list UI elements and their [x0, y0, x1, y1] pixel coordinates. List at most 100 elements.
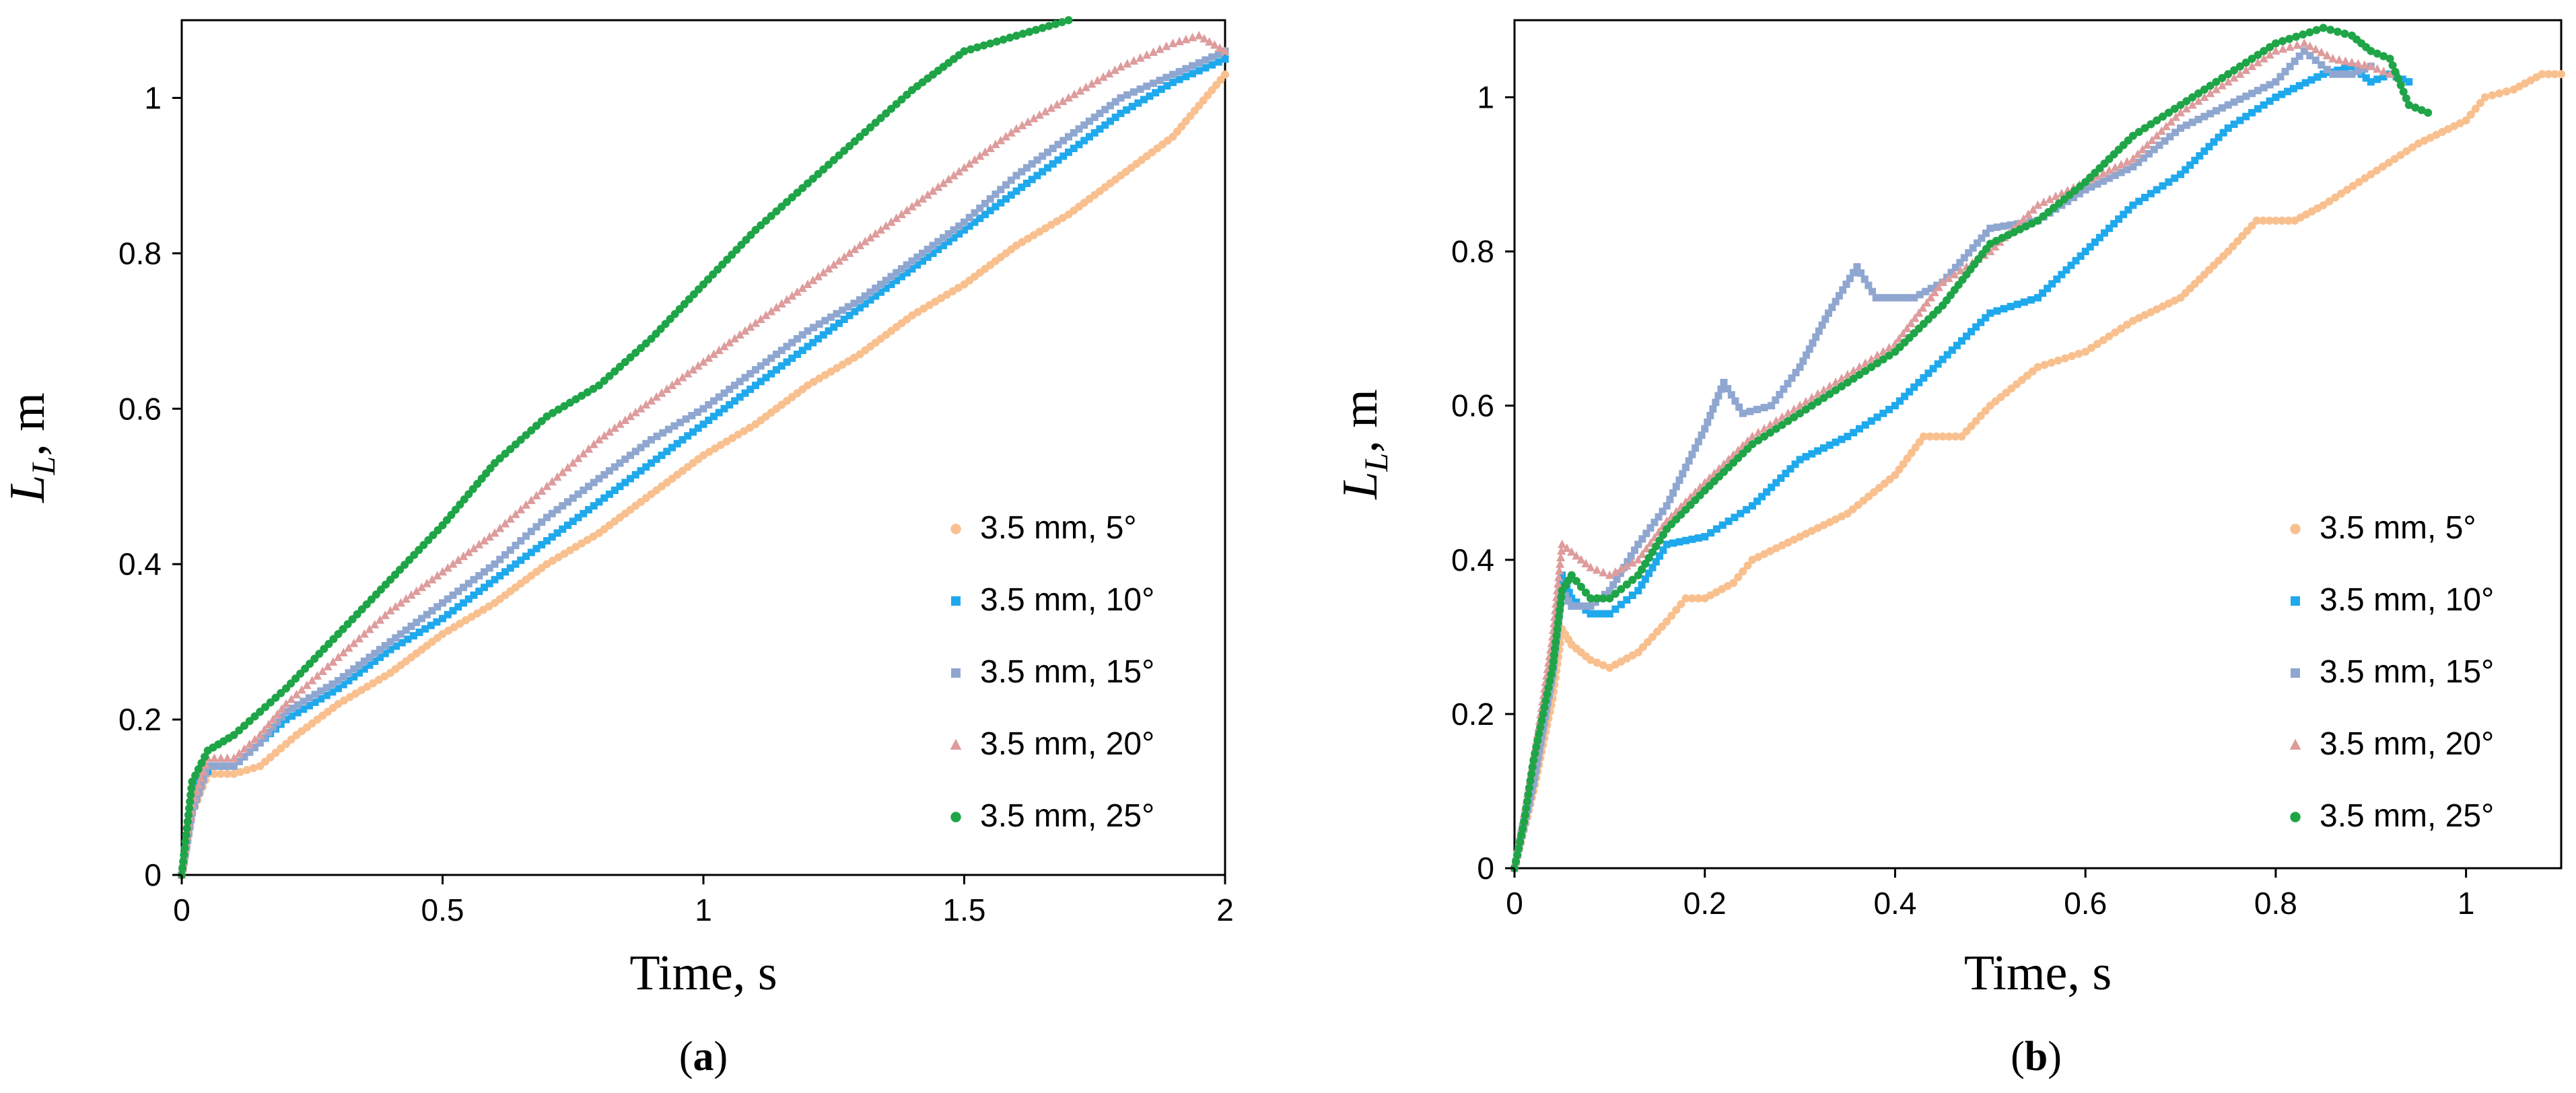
- data-point: [1582, 606, 1590, 614]
- data-point: [501, 551, 509, 559]
- data-point: [1081, 82, 1090, 92]
- data-point: [1202, 56, 1210, 64]
- data-point: [1701, 532, 1709, 540]
- data-point: [1656, 552, 1664, 560]
- data-point: [2538, 70, 2546, 79]
- data-point: [627, 474, 634, 483]
- data-point: [1096, 125, 1104, 133]
- data-point: [1731, 397, 1739, 405]
- data-point: [1051, 20, 1060, 28]
- data-point: [1920, 374, 1928, 382]
- data-point: [611, 463, 619, 471]
- data-point: [1993, 223, 2001, 232]
- data-point: [1807, 401, 1816, 410]
- data-point: [855, 240, 865, 250]
- data-point: [2320, 70, 2328, 78]
- data-point: [678, 372, 687, 382]
- data-point: [621, 479, 629, 487]
- data-point: [2353, 59, 2363, 68]
- legend-label: 3.5 mm, 20°: [2320, 726, 2494, 762]
- data-point: [1796, 409, 1805, 418]
- data-point: [355, 661, 363, 669]
- data-point: [594, 381, 604, 390]
- data-point: [919, 257, 926, 265]
- data-point: [1853, 263, 1861, 271]
- data-point: [375, 615, 385, 624]
- series-2: [1510, 63, 2413, 872]
- data-point: [642, 463, 650, 471]
- data-point: [794, 350, 801, 358]
- data-point: [317, 687, 325, 695]
- data-point: [1659, 546, 1667, 554]
- data-point: [997, 199, 1005, 207]
- data-point: [1795, 400, 1805, 410]
- data-point: [2019, 214, 2028, 223]
- data-point: [1926, 293, 1936, 302]
- data-point: [1111, 113, 1119, 121]
- data-point: [1572, 577, 1580, 586]
- data-point: [741, 374, 749, 382]
- data-point: [2276, 73, 2285, 81]
- data-point: [653, 432, 661, 440]
- data-point: [512, 560, 520, 568]
- data-point: [282, 715, 290, 724]
- data-point: [2166, 133, 2174, 141]
- data-point: [1554, 579, 1563, 588]
- data-point: [705, 401, 713, 409]
- data-point: [2062, 266, 2070, 274]
- data-point: [1891, 293, 1899, 302]
- data-point: [1986, 309, 1994, 317]
- data-point: [1839, 286, 1847, 294]
- data-point: [2110, 219, 2118, 227]
- legend-marker: [951, 668, 961, 678]
- data-point: [2272, 78, 2280, 86]
- data-point: [1568, 602, 1576, 610]
- data-point: [1007, 176, 1015, 184]
- data-point: [1587, 602, 1595, 610]
- data-point: [380, 610, 390, 619]
- data-point: [736, 393, 744, 401]
- data-point: [631, 448, 639, 456]
- data-point: [398, 639, 406, 647]
- data-point: [1630, 546, 1638, 554]
- x-tick-label: 1.5: [943, 892, 986, 927]
- data-point: [1574, 602, 1582, 610]
- data-point: [788, 193, 796, 202]
- data-point: [1092, 75, 1103, 85]
- data-point: [548, 509, 556, 518]
- data-point: [328, 657, 338, 666]
- data-point: [2252, 216, 2261, 225]
- data-point: [1950, 269, 1959, 279]
- data-point: [1648, 563, 1657, 571]
- data-point: [1772, 425, 1780, 433]
- data-point: [1960, 254, 1968, 262]
- data-point: [344, 643, 353, 652]
- data-point: [2300, 47, 2308, 55]
- data-point: [2091, 238, 2099, 246]
- data-point: [1189, 62, 1197, 70]
- data-point: [265, 728, 273, 736]
- data-point: [2295, 81, 2303, 90]
- data-point: [1044, 148, 1051, 156]
- data-point: [777, 203, 786, 211]
- data-point: [2170, 104, 2179, 113]
- data-point: [2271, 46, 2281, 55]
- data-point: [2319, 201, 2328, 209]
- data-point: [710, 397, 718, 405]
- data-point: [1812, 333, 1820, 341]
- data-point: [986, 195, 994, 203]
- data-point: [726, 385, 734, 393]
- data-point: [1215, 43, 1224, 52]
- data-point: [1029, 113, 1039, 122]
- data-point: [475, 588, 483, 596]
- data-point: [210, 762, 218, 770]
- data-point: [1070, 145, 1078, 152]
- data-point: [201, 752, 209, 761]
- data-point: [1743, 561, 1752, 570]
- data-point: [898, 273, 905, 281]
- data-point: [2110, 162, 2120, 172]
- data-point: [986, 207, 994, 215]
- data-point: [825, 327, 833, 335]
- data-point: [179, 857, 188, 866]
